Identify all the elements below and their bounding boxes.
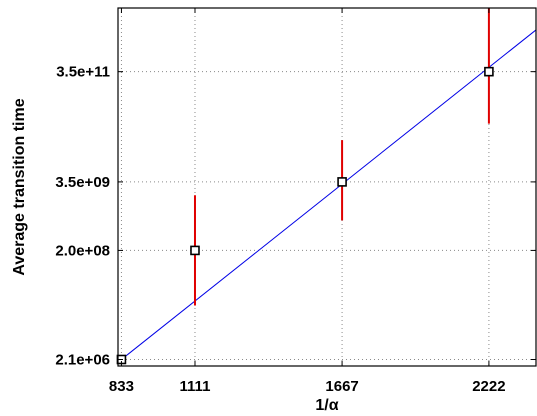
grid (118, 8, 536, 366)
x-axis-label: 1/α (315, 397, 338, 414)
x-tick-label: 2222 (472, 378, 505, 395)
x-axis-ticks: 833 1111 1667 2222 (109, 8, 506, 395)
fit-line-layer (121, 29, 537, 360)
x-tick-label: 1667 (325, 378, 358, 395)
data-point-marker (337, 177, 347, 187)
y-tick-label: 3.5e+09 (55, 174, 110, 191)
data-point-marker (484, 66, 494, 77)
fit-line (121, 29, 537, 360)
y-axis-label: Average transition time (11, 98, 28, 275)
x-tick-label: 833 (109, 378, 134, 395)
y-tick-label: 2.1e+06 (55, 351, 110, 368)
data-point-marker (190, 245, 200, 256)
y-tick-label: 2.0e+08 (55, 242, 110, 259)
y-tick-label: 3.5e+11 (56, 64, 110, 81)
y-axis-ticks: 2.1e+06 2.0e+08 3.5e+09 3.5e+11 (55, 64, 536, 368)
x-tick-label: 1111 (180, 378, 211, 395)
plot-frame (117, 7, 537, 367)
